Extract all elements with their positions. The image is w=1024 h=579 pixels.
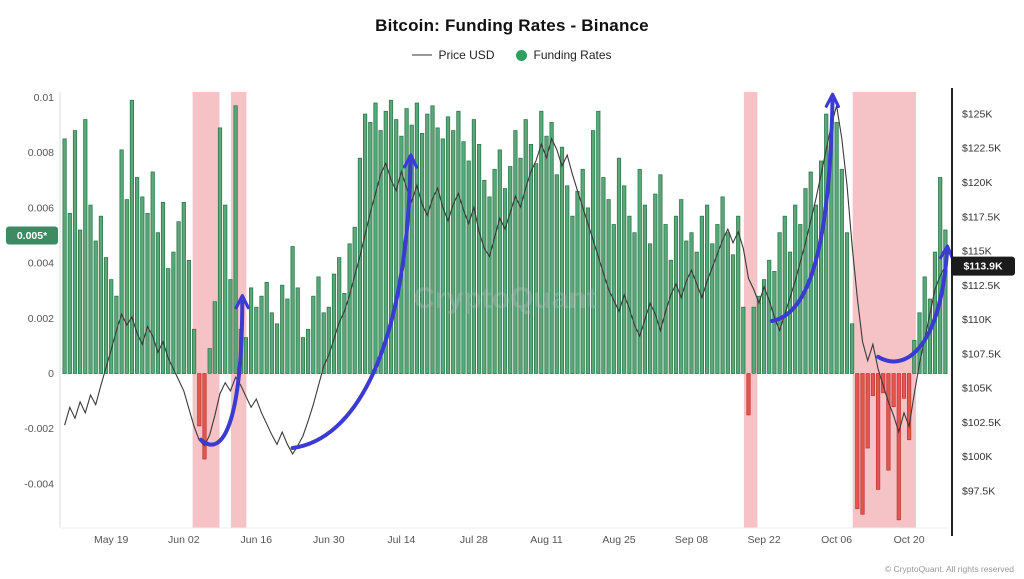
funding-highlight-badge — [6, 226, 58, 245]
last-price-badge-label: $113.9K — [963, 261, 1003, 273]
right-axis-tick: $115K — [962, 246, 992, 258]
x-axis-tick: Jun 16 — [241, 534, 273, 546]
x-axis-tick: Aug 11 — [530, 534, 563, 546]
left-axis-tick: -0.004 — [24, 478, 54, 490]
highlight-band — [743, 92, 758, 528]
legend-item-funding[interactable]: Funding Rates — [516, 48, 612, 62]
right-axis-tick: $120K — [962, 177, 992, 189]
chart-title: Bitcoin: Funding Rates - Binance — [375, 16, 649, 35]
x-axis-tick: Jul 28 — [460, 534, 488, 546]
x-axis-tick: Aug 25 — [602, 534, 635, 546]
trend-arrow-annotations — [198, 92, 955, 450]
chart-legend: Price USD Funding Rates — [0, 48, 1024, 62]
funding-legend-label: Funding Rates — [533, 48, 612, 62]
right-axis-tick: $107.5K — [962, 348, 1001, 360]
x-axis-labels: May 19 Jun 02 Jun 16 Jun 30 Jul 14 Jul 28 Aug … — [94, 534, 925, 546]
funding-dot-swatch — [516, 49, 528, 61]
left-axis-tick: -0.002 — [24, 423, 54, 435]
price-line-swatch — [412, 54, 433, 56]
x-axis-tick: Sep 22 — [747, 534, 780, 546]
x-axis-tick: Jun 30 — [313, 534, 345, 546]
right-axis-tick: $125K — [962, 108, 992, 120]
right-axis-tick: $105K — [962, 383, 992, 395]
x-axis-tick: Sep 08 — [675, 534, 708, 546]
price-legend-label: Price USD — [438, 48, 495, 62]
x-axis-tick: Oct 20 — [894, 534, 925, 546]
x-axis-tick: Oct 06 — [821, 534, 852, 546]
right-axis-tick: $110K — [962, 314, 992, 326]
right-axis-tick: $112.5K — [962, 280, 1000, 292]
last-price-badge — [951, 256, 1015, 276]
left-axis-tick: 0.004 — [28, 258, 54, 270]
price-line-series — [64, 105, 946, 456]
trend-arrow — [876, 244, 955, 364]
trend-arrow — [198, 294, 250, 447]
x-axis-tick: May 19 — [94, 534, 129, 546]
left-axis-tick: 0.008 — [28, 147, 54, 159]
right-axis-tick: $100K — [962, 451, 992, 463]
left-axis-labels: 0.01 0.008 0.006 0.004 0.002 0 -0.002 -0.004 — [24, 92, 54, 490]
right-axis-labels: $125K $122.5K $120K $117.5K $115K $112.5K $110… — [962, 108, 1001, 497]
left-axis-tick: 0.006 — [28, 202, 54, 214]
cryptoquant-watermark: CryptoQuant — [413, 282, 596, 315]
right-axis-tick: $102.5K — [962, 417, 1001, 429]
left-axis-tick: 0.002 — [28, 313, 54, 325]
trend-arrow — [769, 92, 840, 323]
right-axis-tick: $122.5K — [962, 143, 1001, 155]
funding-bars-series — [62, 99, 948, 521]
right-axis-tick: $97.5K — [962, 486, 995, 498]
left-axis-tick: 0.01 — [34, 92, 55, 104]
x-axis-tick: Jul 14 — [387, 534, 415, 546]
copyright-notice: © CryptoQuant. All rights reserved — [884, 564, 1014, 574]
legend-item-price[interactable]: Price USD — [412, 48, 494, 62]
trend-arrow — [290, 153, 419, 450]
x-axis-tick: Jun 02 — [168, 534, 200, 546]
funding-highlight-badge-label: 0.005* — [17, 230, 48, 242]
left-axis-tick: 0 — [48, 368, 54, 380]
right-axis-tick: $117.5K — [962, 211, 1000, 223]
